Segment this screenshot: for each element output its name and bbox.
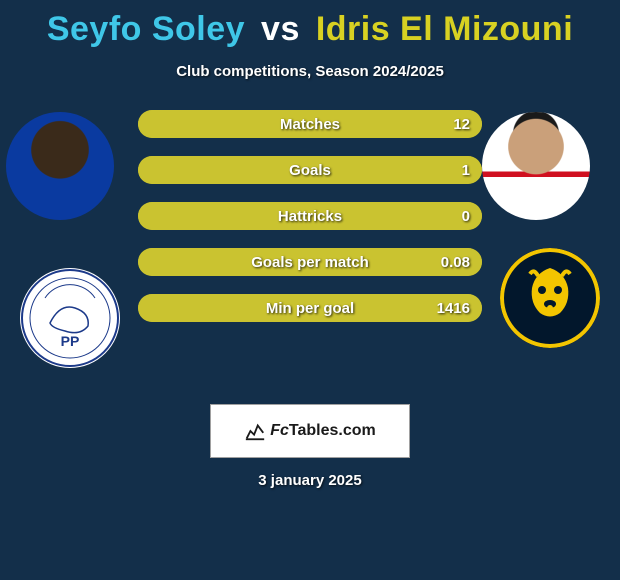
- player1-photo: [6, 112, 114, 220]
- stat-label: Goals per match: [251, 254, 369, 271]
- preston-badge-icon: PP: [20, 268, 120, 368]
- player2-face-placeholder: [482, 112, 590, 220]
- brand-prefix: Fc: [270, 422, 289, 439]
- title-vs: vs: [255, 10, 306, 48]
- stat-value: 0: [462, 208, 470, 225]
- brand-text: FcTables.com: [270, 422, 376, 440]
- svg-text:PP: PP: [61, 333, 80, 349]
- stat-bars: Matches 12 Goals 1 Hattricks 0 Goals per match…: [138, 110, 482, 340]
- stat-value: 1: [462, 162, 470, 179]
- chart-icon: [244, 420, 266, 442]
- stat-row: Goals per match 0.08: [138, 248, 482, 276]
- stat-row: Goals 1: [138, 156, 482, 184]
- stat-value: 12: [453, 116, 470, 133]
- player1-face-placeholder: [6, 112, 114, 220]
- player1-name: Seyfo Soley: [47, 10, 245, 48]
- player1-club-badge: PP: [20, 268, 120, 368]
- stat-row: Matches 12: [138, 110, 482, 138]
- stat-label: Hattricks: [278, 208, 342, 225]
- comparison-panel: PP Matches 12 Goals 1 Hattricks 0 Goals per ma…: [0, 108, 620, 368]
- brand-box: FcTables.com: [210, 404, 410, 458]
- stat-row: Hattricks 0: [138, 202, 482, 230]
- stat-label: Goals: [289, 162, 331, 179]
- player2-club-badge: [500, 248, 600, 348]
- stat-value: 0.08: [441, 254, 470, 271]
- date-label: 3 january 2025: [0, 472, 620, 489]
- stat-label: Matches: [280, 116, 340, 133]
- player2-photo: [482, 112, 590, 220]
- player2-name: Idris El Mizouni: [316, 10, 573, 48]
- page-title: Seyfo Soley vs Idris El Mizouni: [0, 0, 620, 49]
- stat-row: Min per goal 1416: [138, 294, 482, 322]
- subtitle: Club competitions, Season 2024/2025: [0, 63, 620, 80]
- stat-label: Min per goal: [266, 300, 354, 317]
- oxford-badge-icon: [500, 248, 600, 348]
- stat-value: 1416: [437, 300, 470, 317]
- brand-suffix: Tables.com: [289, 422, 376, 439]
